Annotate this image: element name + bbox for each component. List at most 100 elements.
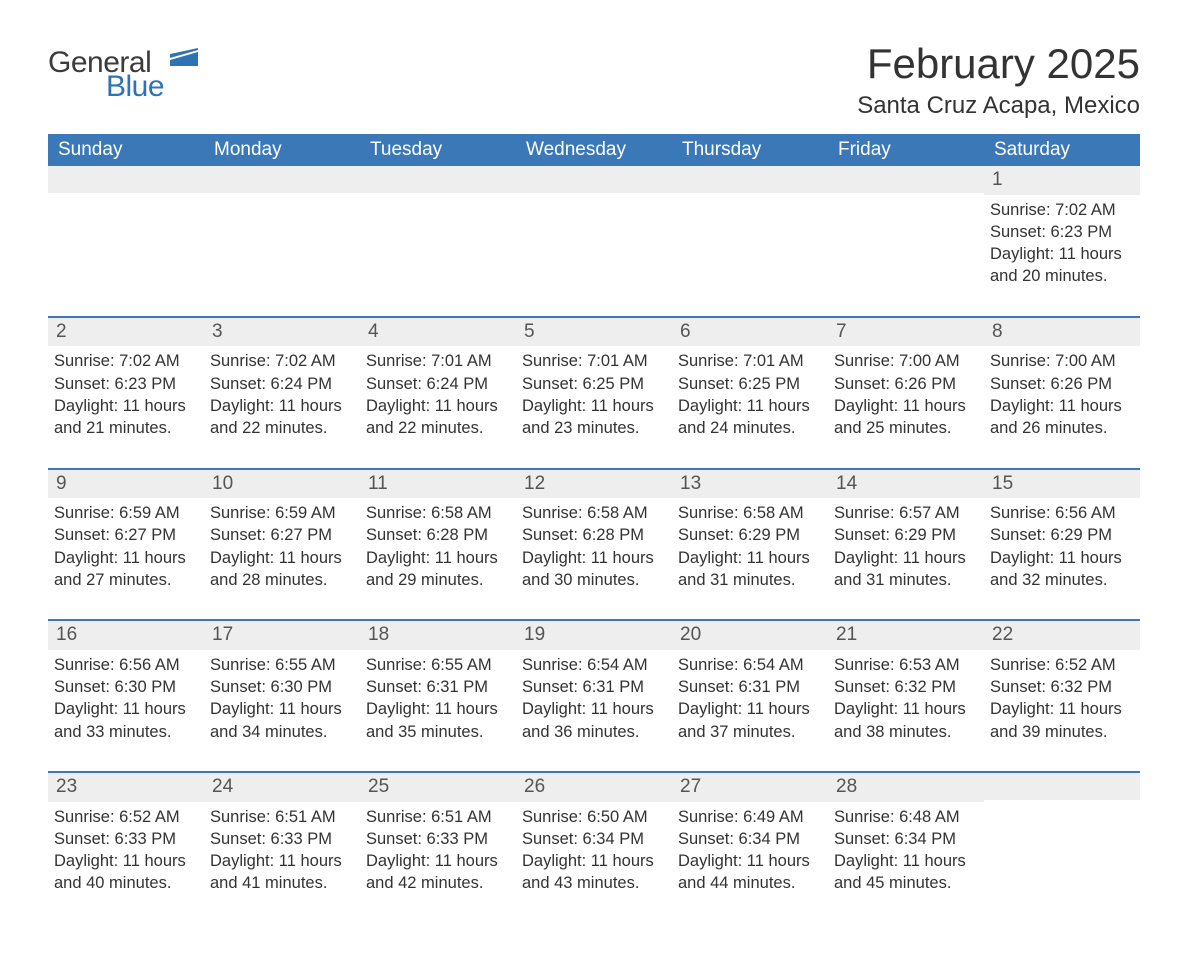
day-body: Sunrise: 6:48 AMSunset: 6:34 PMDaylight:… [828, 802, 984, 923]
sunrise-line: Sunrise: 6:48 AM [834, 806, 976, 828]
day-number: 7 [828, 318, 984, 347]
daylight-line: Daylight: 11 hours and 31 minutes. [834, 547, 976, 592]
sunrise-line: Sunrise: 6:58 AM [366, 502, 508, 524]
day-body: Sunrise: 6:53 AMSunset: 6:32 PMDaylight:… [828, 650, 984, 771]
sunrise-line: Sunrise: 6:49 AM [678, 806, 820, 828]
daylight-line: Daylight: 11 hours and 34 minutes. [210, 698, 352, 743]
sunset-line: Sunset: 6:33 PM [366, 828, 508, 850]
sunset-line: Sunset: 6:26 PM [990, 373, 1132, 395]
day-number: 14 [828, 470, 984, 499]
calendar-day-cell: 7Sunrise: 7:00 AMSunset: 6:26 PMDaylight… [828, 317, 984, 469]
day-number: 24 [204, 773, 360, 802]
calendar-day-cell: 16Sunrise: 6:56 AMSunset: 6:30 PMDayligh… [48, 620, 204, 772]
calendar-day-cell [516, 166, 672, 317]
day-body: Sunrise: 6:58 AMSunset: 6:29 PMDaylight:… [672, 498, 828, 619]
day-number: 9 [48, 470, 204, 499]
sunrise-line: Sunrise: 6:54 AM [522, 654, 664, 676]
day-body: Sunrise: 7:01 AMSunset: 6:25 PMDaylight:… [672, 346, 828, 467]
calendar-day-cell: 4Sunrise: 7:01 AMSunset: 6:24 PMDaylight… [360, 317, 516, 469]
sunrise-line: Sunrise: 7:00 AM [990, 350, 1132, 372]
day-body [360, 193, 516, 283]
day-number: 13 [672, 470, 828, 499]
brand-line2: Blue [106, 72, 164, 102]
calendar-week-row: 2Sunrise: 7:02 AMSunset: 6:23 PMDaylight… [48, 317, 1140, 469]
sunrise-line: Sunrise: 6:55 AM [366, 654, 508, 676]
calendar-week-row: 9Sunrise: 6:59 AMSunset: 6:27 PMDaylight… [48, 469, 1140, 621]
day-body: Sunrise: 6:56 AMSunset: 6:29 PMDaylight:… [984, 498, 1140, 619]
sunrise-line: Sunrise: 6:50 AM [522, 806, 664, 828]
daylight-line: Daylight: 11 hours and 44 minutes. [678, 850, 820, 895]
sunrise-line: Sunrise: 6:58 AM [522, 502, 664, 524]
daylight-line: Daylight: 11 hours and 41 minutes. [210, 850, 352, 895]
daylight-line: Daylight: 11 hours and 28 minutes. [210, 547, 352, 592]
calendar-day-cell: 26Sunrise: 6:50 AMSunset: 6:34 PMDayligh… [516, 772, 672, 923]
daylight-line: Daylight: 11 hours and 30 minutes. [522, 547, 664, 592]
calendar-day-cell: 8Sunrise: 7:00 AMSunset: 6:26 PMDaylight… [984, 317, 1140, 469]
sunrise-line: Sunrise: 6:57 AM [834, 502, 976, 524]
page-header: General Blue February 2025 Santa Cruz Ac… [48, 40, 1140, 120]
daylight-line: Daylight: 11 hours and 37 minutes. [678, 698, 820, 743]
day-number: 8 [984, 318, 1140, 347]
calendar-day-cell: 11Sunrise: 6:58 AMSunset: 6:28 PMDayligh… [360, 469, 516, 621]
daylight-line: Daylight: 11 hours and 26 minutes. [990, 395, 1132, 440]
day-number: 21 [828, 621, 984, 650]
day-body: Sunrise: 6:59 AMSunset: 6:27 PMDaylight:… [48, 498, 204, 619]
weekday-header: Tuesday [360, 134, 516, 166]
day-number [516, 166, 672, 193]
day-body [984, 800, 1140, 890]
sunrise-line: Sunrise: 7:02 AM [210, 350, 352, 372]
weekday-header: Thursday [672, 134, 828, 166]
calendar-page: General Blue February 2025 Santa Cruz Ac… [0, 0, 1188, 971]
calendar-day-cell: 13Sunrise: 6:58 AMSunset: 6:29 PMDayligh… [672, 469, 828, 621]
day-number [360, 166, 516, 193]
daylight-line: Daylight: 11 hours and 23 minutes. [522, 395, 664, 440]
calendar-day-cell [828, 166, 984, 317]
weekday-header: Wednesday [516, 134, 672, 166]
weekday-header: Monday [204, 134, 360, 166]
day-body: Sunrise: 6:55 AMSunset: 6:31 PMDaylight:… [360, 650, 516, 771]
calendar-week-row: 1Sunrise: 7:02 AMSunset: 6:23 PMDaylight… [48, 166, 1140, 317]
sunset-line: Sunset: 6:32 PM [990, 676, 1132, 698]
day-number: 2 [48, 318, 204, 347]
sunset-line: Sunset: 6:30 PM [210, 676, 352, 698]
day-number: 5 [516, 318, 672, 347]
sunrise-line: Sunrise: 6:51 AM [366, 806, 508, 828]
sunset-line: Sunset: 6:27 PM [54, 524, 196, 546]
calendar-day-cell: 10Sunrise: 6:59 AMSunset: 6:27 PMDayligh… [204, 469, 360, 621]
sunrise-line: Sunrise: 6:59 AM [54, 502, 196, 524]
day-body: Sunrise: 6:54 AMSunset: 6:31 PMDaylight:… [672, 650, 828, 771]
sunset-line: Sunset: 6:32 PM [834, 676, 976, 698]
calendar-day-cell: 25Sunrise: 6:51 AMSunset: 6:33 PMDayligh… [360, 772, 516, 923]
day-number: 6 [672, 318, 828, 347]
day-number: 28 [828, 773, 984, 802]
day-number: 23 [48, 773, 204, 802]
day-body: Sunrise: 6:49 AMSunset: 6:34 PMDaylight:… [672, 802, 828, 923]
calendar-day-cell: 17Sunrise: 6:55 AMSunset: 6:30 PMDayligh… [204, 620, 360, 772]
day-body: Sunrise: 7:01 AMSunset: 6:24 PMDaylight:… [360, 346, 516, 467]
calendar-day-cell: 12Sunrise: 6:58 AMSunset: 6:28 PMDayligh… [516, 469, 672, 621]
sunset-line: Sunset: 6:23 PM [54, 373, 196, 395]
day-number [828, 166, 984, 193]
day-number: 22 [984, 621, 1140, 650]
day-number: 10 [204, 470, 360, 499]
day-body: Sunrise: 7:00 AMSunset: 6:26 PMDaylight:… [984, 346, 1140, 467]
daylight-line: Daylight: 11 hours and 25 minutes. [834, 395, 976, 440]
calendar-day-cell: 28Sunrise: 6:48 AMSunset: 6:34 PMDayligh… [828, 772, 984, 923]
daylight-line: Daylight: 11 hours and 29 minutes. [366, 547, 508, 592]
day-body: Sunrise: 7:00 AMSunset: 6:26 PMDaylight:… [828, 346, 984, 467]
daylight-line: Daylight: 11 hours and 22 minutes. [366, 395, 508, 440]
calendar-day-cell: 19Sunrise: 6:54 AMSunset: 6:31 PMDayligh… [516, 620, 672, 772]
day-number: 25 [360, 773, 516, 802]
sunrise-line: Sunrise: 7:02 AM [54, 350, 196, 372]
calendar-day-cell: 22Sunrise: 6:52 AMSunset: 6:32 PMDayligh… [984, 620, 1140, 772]
day-number: 15 [984, 470, 1140, 499]
day-body [672, 193, 828, 283]
sunrise-line: Sunrise: 6:58 AM [678, 502, 820, 524]
calendar-day-cell: 27Sunrise: 6:49 AMSunset: 6:34 PMDayligh… [672, 772, 828, 923]
day-body [204, 193, 360, 283]
day-number: 4 [360, 318, 516, 347]
calendar-day-cell: 2Sunrise: 7:02 AMSunset: 6:23 PMDaylight… [48, 317, 204, 469]
sunset-line: Sunset: 6:31 PM [366, 676, 508, 698]
sunrise-line: Sunrise: 7:01 AM [366, 350, 508, 372]
day-body [48, 193, 204, 283]
